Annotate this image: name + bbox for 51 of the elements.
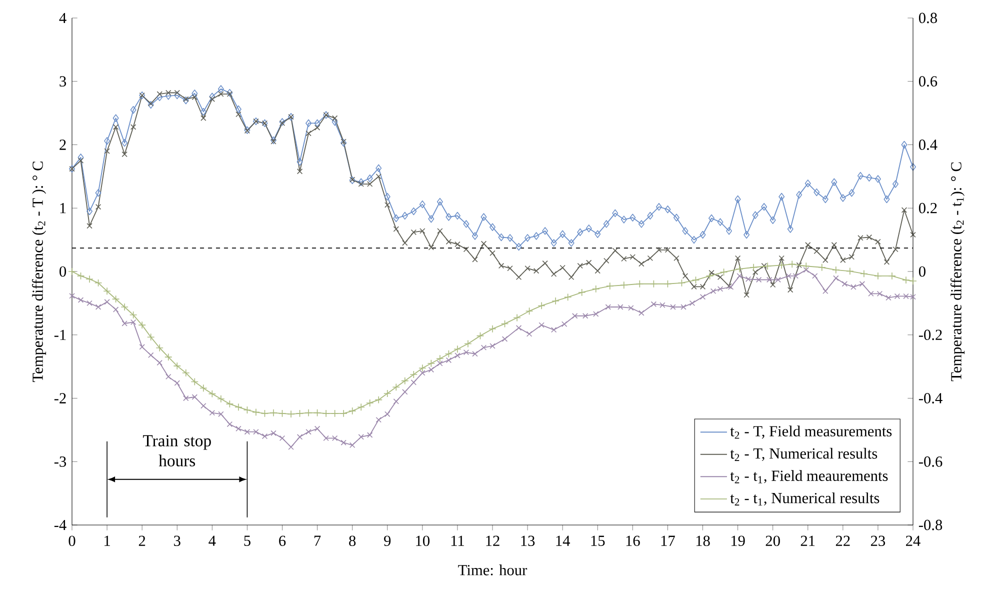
y2-tick-label: -0.2 xyxy=(918,330,942,340)
legend-label: t$_{2}$ - t$_{1}$, Numerical results xyxy=(730,492,880,506)
x-tick-label: 19 xyxy=(731,536,745,546)
y-tick-label: 3 xyxy=(60,76,66,87)
x-tick-label: 3 xyxy=(174,536,180,546)
x-tick-label: 5 xyxy=(244,536,250,546)
x-tick-label: 11 xyxy=(451,536,464,546)
x-tick-label: 23 xyxy=(870,536,886,546)
x-tick-label: 22 xyxy=(836,536,850,546)
y2-axis-title: Temperature difference (t$_{2}$ - t$_{1}$): ° C xyxy=(950,162,965,382)
y-tick-label: 2 xyxy=(60,140,66,150)
x-tick-label: 7 xyxy=(314,536,321,546)
y2-tick-label: -0.6 xyxy=(918,456,942,467)
y-axis-title: Temperature difference (t$_{2}$ - T ): ° C xyxy=(32,162,46,382)
legend-label: t$_{2}$ - t$_{1}$, Field meaurements xyxy=(730,470,888,484)
y2-tick-label: 0 xyxy=(918,266,926,277)
x-axis-title: Time: hour xyxy=(458,564,528,576)
x-tick-label: 14 xyxy=(556,536,570,546)
x-tick-label: 1 xyxy=(104,536,110,546)
x-tick-label: 12 xyxy=(486,536,500,546)
y-tick-label: -1 xyxy=(54,330,66,340)
y2-tick-label: -0.8 xyxy=(918,520,942,530)
y-tick-label: 0 xyxy=(60,266,66,277)
x-tick-label: 18 xyxy=(696,536,710,546)
y2-tick-label: 0.4 xyxy=(918,140,938,150)
y-tick-label: 1 xyxy=(60,203,66,214)
x-tick-label: 15 xyxy=(591,536,605,546)
y-tick-label: -3 xyxy=(54,456,66,467)
x-tick-label: 13 xyxy=(521,536,535,546)
y-tick-label: 4 xyxy=(59,12,66,24)
x-tick-label: 9 xyxy=(384,536,391,546)
x-tick-label: 16 xyxy=(626,536,640,546)
legend-label: t$_{2}$ - T, Field measurements xyxy=(730,426,892,439)
x-tick-label: 10 xyxy=(416,536,430,546)
legend-label: t$_{2}$ - T, Numerical results xyxy=(730,448,878,461)
x-tick-label: 0 xyxy=(68,536,76,546)
x-tick-label: 17 xyxy=(661,536,675,546)
x-tick-label: 20 xyxy=(766,536,780,546)
x-tick-label: 24 xyxy=(906,536,920,546)
x-tick-label: 8 xyxy=(349,536,356,546)
y2-tick-label: 0.8 xyxy=(918,12,937,24)
y2-tick-label: -0.4 xyxy=(918,393,942,404)
y2-tick-label: 0.2 xyxy=(918,202,937,214)
x-tick-label: 4 xyxy=(208,536,216,546)
y2-tick-label: 0.6 xyxy=(918,76,938,87)
x-tick-label: 2 xyxy=(138,536,146,546)
annotation: Train stop hours xyxy=(142,435,211,466)
x-tick-label: 6 xyxy=(279,536,286,546)
x-tick-label: 21 xyxy=(800,536,815,546)
y-tick-label: -4 xyxy=(54,520,66,530)
y-tick-label: -2 xyxy=(54,393,66,404)
